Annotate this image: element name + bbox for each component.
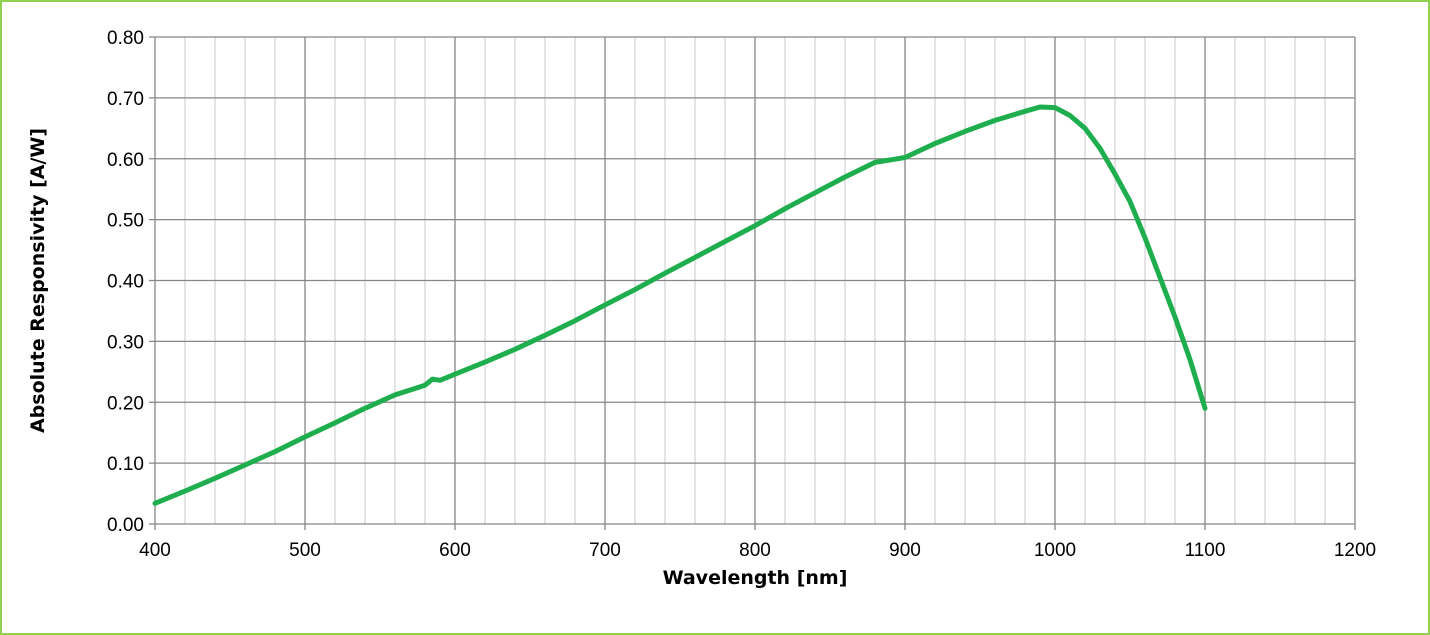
x-tick-label: 800 [739, 540, 771, 561]
y-axis-title: Absolute Responsivity [A/W] [27, 128, 49, 433]
x-tick-label: 700 [589, 540, 621, 561]
y-axis-tick-labels: 0.00 0.10 0.20 0.30 0.40 0.50 0.60 0.70 0.80 [107, 28, 144, 536]
y-tick-label: 0.00 [107, 515, 144, 536]
responsivity-series-line [152, 104, 1208, 506]
y-tick-label: 0.20 [107, 393, 144, 414]
y-tick-label: 0.40 [107, 272, 144, 293]
y-tick-label: 0.30 [107, 332, 144, 353]
major-gridlines [149, 36, 1356, 530]
x-axis-tick-labels: 400 500 600 700 800 900 1000 1100 1200 [139, 540, 1376, 561]
x-tick-label: 900 [889, 540, 921, 561]
x-tick-label: 400 [139, 540, 171, 561]
x-axis-title: Wavelength [nm] [663, 567, 848, 589]
series-layer [152, 104, 1208, 506]
x-tick-label: 500 [289, 540, 321, 561]
x-tick-label: 1100 [1185, 540, 1226, 561]
x-tick-label: 1200 [1334, 540, 1376, 561]
y-tick-label: 0.10 [107, 454, 144, 475]
y-tick-label: 0.50 [107, 211, 144, 232]
y-tick-label: 0.70 [107, 89, 144, 110]
y-tick-label: 0.60 [107, 150, 144, 171]
y-tick-label: 0.80 [107, 28, 144, 49]
x-tick-label: 1000 [1034, 540, 1076, 561]
x-tick-label: 600 [439, 540, 471, 561]
